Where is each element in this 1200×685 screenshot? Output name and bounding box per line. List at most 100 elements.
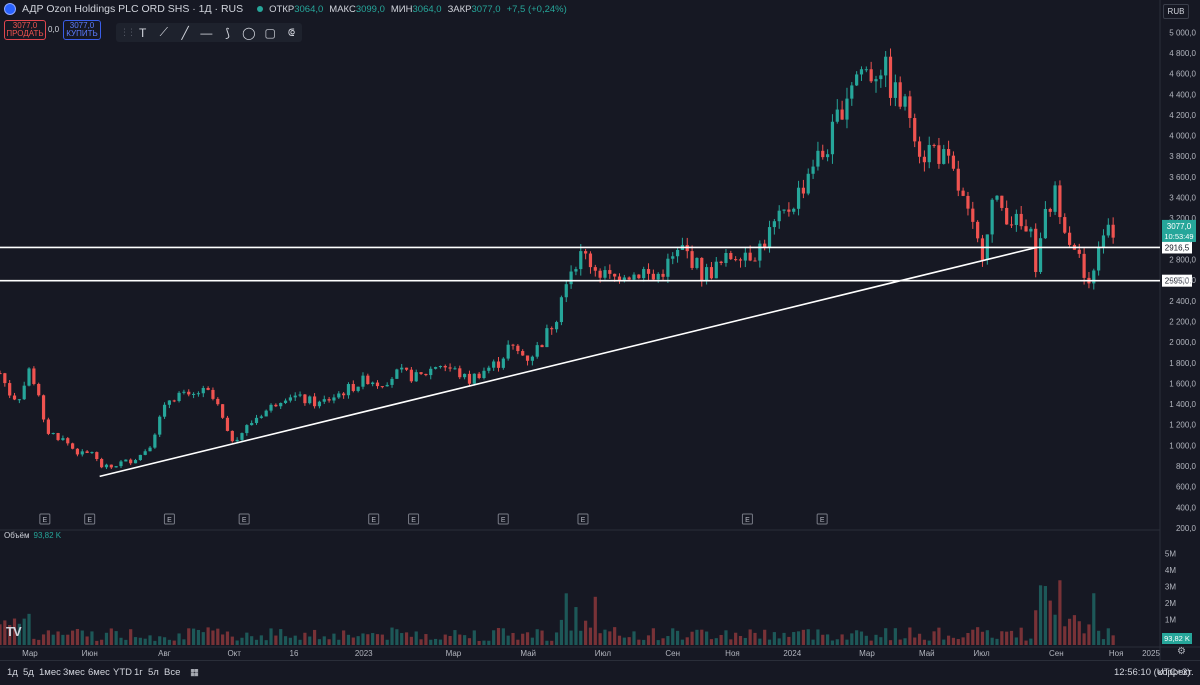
y-tick-label: 4 600,0 [1169,70,1196,79]
candle-body [903,96,907,107]
volume-bar [41,634,46,645]
horizontal-line-icon[interactable]: — [200,25,213,40]
time-axis[interactable]: Мар Июн Авг Окт 16 2023 Мар Май Июл Сен Ноя 2024 Мар… [22,649,1160,658]
candle-body [835,109,839,122]
volume-bar [395,629,399,645]
tf-1m[interactable]: 1мес [39,667,61,678]
candle-body [656,273,660,280]
volume-bar [496,627,501,645]
line-icon[interactable]: ╱ [181,25,189,40]
trendline-layer[interactable] [99,246,1037,478]
earnings-marker[interactable] [816,513,828,525]
tf-5d[interactable]: 5д [23,667,34,678]
tf-ytd[interactable]: YTD [113,667,132,678]
volume-bar [927,640,931,645]
tf-all[interactable]: Все [164,667,181,678]
text-tool-icon[interactable]: T [138,25,147,40]
volume-bar [1038,585,1043,645]
currency-selector[interactable]: RUB [1163,4,1189,19]
volume-bar [951,637,956,645]
earnings-marker[interactable] [497,513,509,525]
candle-body [1063,217,1067,233]
calendar-icon[interactable]: ▦ [190,667,199,678]
candle-body [1111,224,1115,238]
earnings-marker[interactable] [577,513,589,525]
high-value: 3099,0 [355,3,385,15]
volume-bar [826,634,830,645]
level-tag[interactable] [1162,274,1192,287]
buy-button[interactable]: 3077,0 КУПИТЬ [63,20,101,40]
candle-body [588,253,593,268]
level-tag[interactable] [1162,241,1192,254]
volume-bar [511,632,515,645]
level-tag-label: 2916,5 [1165,243,1190,252]
volume-bar [980,631,985,645]
candle-body [337,393,341,398]
tradingview-logo-icon[interactable]: TV [6,624,22,639]
earnings-marker[interactable] [84,513,96,525]
ellipse-icon[interactable]: ◯ [242,25,256,40]
candle-body [274,404,278,407]
volume-bar [409,636,413,645]
current-price-tag[interactable] [1162,219,1196,242]
brush-icon[interactable]: ⟆ [225,25,230,40]
volume-bar [946,635,951,645]
volume-bar [463,635,467,645]
earnings-marker[interactable] [408,513,420,525]
earnings-marker-label: E [371,517,376,524]
tf-5y[interactable]: 5л [148,667,159,678]
volume-bar [317,639,322,645]
candle-body [187,391,191,395]
path-icon[interactable]: ⟃ [287,25,295,39]
earnings-marker[interactable] [238,513,250,525]
candle-body [158,416,162,435]
trendline-icon[interactable]: ⟋ [159,25,169,39]
candle-body [8,383,12,396]
tf-1d[interactable]: 1д [7,667,18,678]
y-tick-label: 400,0 [1176,503,1197,512]
volume-bar [80,630,84,645]
drag-handle-icon[interactable]: ⋮⋮ [120,27,136,37]
candle-body [980,238,985,260]
volume-bar [816,629,820,645]
earnings-marker[interactable] [39,513,51,525]
volume-bar [138,637,142,645]
volume-bar [22,618,26,645]
volume-bar [1067,618,1072,645]
volume-bar [400,633,404,645]
sell-button[interactable]: 3077,0 ПРОДАТЬ [4,20,46,40]
volume-bar [1058,580,1062,645]
y-tick-label: 2 000,0 [1169,338,1196,347]
trendline[interactable] [99,246,1037,478]
adjust-toggle[interactable]: коррект. [1158,667,1194,678]
tf-6m[interactable]: 6мес [88,667,110,678]
tf-3m[interactable]: 3мес [63,667,85,678]
y-tick-label: 5 000,0 [1169,28,1196,37]
volume-bar [1000,631,1004,645]
candle-body [913,118,917,142]
price-axis[interactable]: 200,0 400,0 600,0 800,0 1 000,0 1 200,0 1 400,… [1162,28,1197,644]
clock[interactable]: 12:56:10 (UTC+3) [1114,667,1191,678]
volume-bar [579,630,583,645]
low-value: 3064,0 [412,3,442,15]
candle-body [172,400,176,402]
settings-gear-icon[interactable]: ⚙ [1177,646,1186,657]
candle-body [535,345,539,357]
symbol-title[interactable]: АДР Ozon Holdings PLC ORD SHS · 1Д · RUS [22,3,244,15]
earnings-marker[interactable] [368,513,380,525]
volume-bar [482,640,486,645]
volume-bar [254,639,259,645]
earnings-marker[interactable] [163,513,175,525]
earnings-marker[interactable] [741,513,753,525]
volume-bar [414,631,418,645]
rectangle-icon[interactable]: ▢ [264,25,276,40]
candle-body [27,368,31,386]
candle-body [554,322,559,330]
tf-1y[interactable]: 1г [134,667,143,678]
candle-body [734,259,738,261]
horizontal-levels[interactable]: 2916,5 2595,0 [0,241,1192,287]
volume-bar [767,639,772,645]
ozon-logo-icon[interactable] [4,3,16,15]
